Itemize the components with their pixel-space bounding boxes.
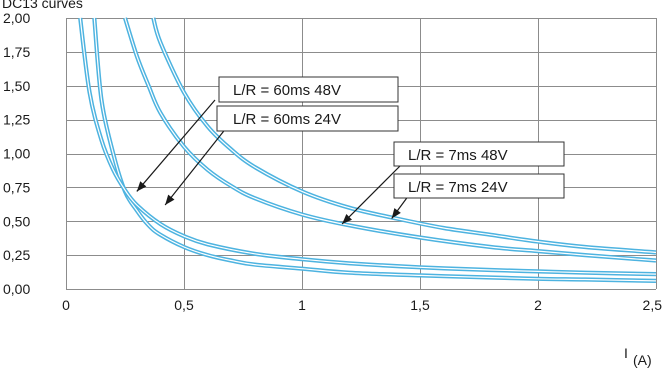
x-axis-label-unit: (A) xyxy=(633,352,652,368)
annotation-arrowhead xyxy=(165,195,174,205)
y-tick-label: 1,00 xyxy=(3,146,30,162)
x-tick-label: 0 xyxy=(62,297,70,313)
series-curve-inner xyxy=(153,18,656,252)
x-axis-label: I xyxy=(624,345,628,361)
y-tick-label: 0,75 xyxy=(3,179,30,195)
series-curve-outer xyxy=(94,18,656,281)
x-tick-label: 1,5 xyxy=(410,297,430,313)
series-curve-outer xyxy=(125,18,656,261)
series-curve-inner xyxy=(94,18,656,281)
series-curve-outer xyxy=(153,18,656,252)
y-tick-label: 0,00 xyxy=(3,281,30,297)
y-tick-label: 1,50 xyxy=(3,78,30,94)
annotation-label: L/R = 7ms 48V xyxy=(408,147,508,164)
y-tick-label: 0,50 xyxy=(3,213,30,229)
annotation-leader xyxy=(165,127,227,205)
annotation-label: L/R = 60ms 24V xyxy=(233,111,341,128)
x-tick-label: 0,5 xyxy=(174,297,194,313)
series-curves xyxy=(80,18,656,281)
annotation-label: L/R = 7ms 24V xyxy=(408,179,508,196)
annotation-leader xyxy=(137,100,215,191)
y-tick-label: 1,75 xyxy=(3,44,30,60)
x-tick-label: 2,5 xyxy=(643,297,663,313)
y-tick-label: 1,25 xyxy=(3,112,30,128)
annotations: L/R = 60ms 48V L/R = 60ms 24V L/R = 7ms 48… xyxy=(137,77,564,224)
annotation-label: L/R = 60ms 48V xyxy=(233,82,341,99)
grid xyxy=(66,18,657,290)
y-tick-label: 0,25 xyxy=(3,247,30,263)
x-tick-label: 2 xyxy=(534,297,542,313)
series-curve-inner xyxy=(125,18,656,261)
x-axis-label-group: I (A) xyxy=(624,345,652,368)
x-tick-label: 1 xyxy=(298,297,306,313)
y-tick-label: 2,00 xyxy=(3,10,30,26)
